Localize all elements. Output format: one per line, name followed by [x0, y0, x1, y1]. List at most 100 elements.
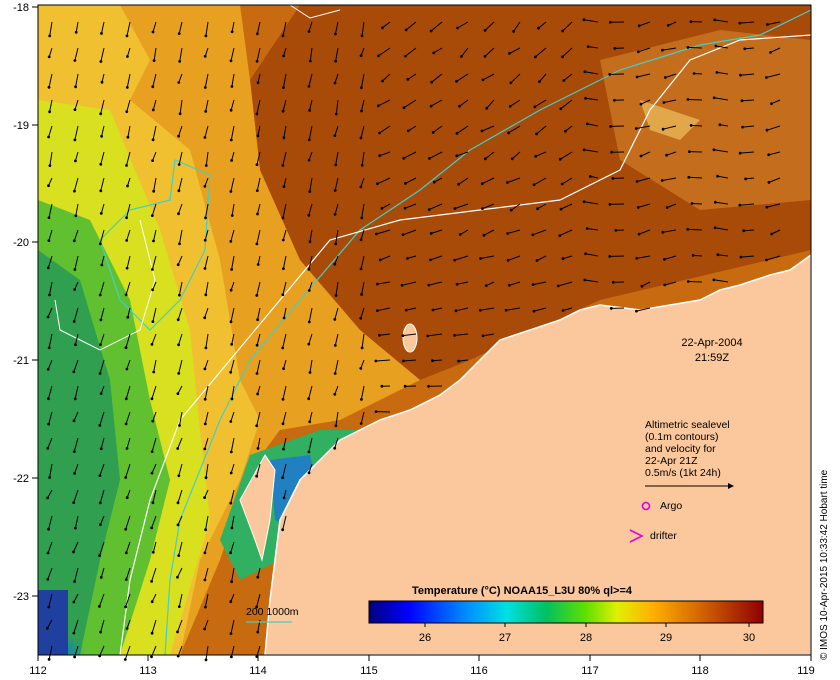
- velocity-vector-head: [47, 216, 51, 220]
- velocity-vector-head: [660, 179, 664, 182]
- velocity-vector-head: [151, 320, 155, 323]
- velocity-vector-head: [564, 129, 567, 133]
- velocity-vector: [767, 21, 781, 25]
- velocity-vector: [48, 593, 53, 608]
- velocity-vector: [178, 359, 183, 374]
- velocity-vector: [47, 385, 53, 399]
- velocity-vector: [151, 463, 157, 474]
- velocity-vector-head: [100, 263, 104, 267]
- velocity-vector-head: [282, 185, 286, 189]
- velocity-vector: [204, 359, 209, 370]
- velocity-vector: [377, 177, 391, 185]
- velocity-vector-head: [662, 101, 666, 104]
- velocity-vector: [74, 151, 79, 162]
- velocity-vector: [508, 125, 521, 134]
- velocity-vector: [771, 99, 781, 105]
- velocity-vector-head: [686, 228, 690, 231]
- velocity-vector: [335, 411, 339, 426]
- velocity-vector: [361, 203, 365, 218]
- velocity-vector: [405, 47, 417, 57]
- velocity-vector-head: [100, 32, 103, 35]
- velocity-vector-head: [204, 476, 208, 480]
- velocity-vector: [509, 281, 521, 286]
- velocity-vector: [309, 411, 313, 422]
- velocity-vector-head: [151, 501, 155, 505]
- velocity-vector: [151, 515, 157, 529]
- velocity-vector: [585, 97, 599, 101]
- x-axis: 112 113 114 115 116 117 118 119: [29, 655, 815, 677]
- velocity-vector: [513, 21, 521, 32]
- velocity-vector-head: [479, 257, 482, 260]
- velocity-vector-head: [429, 232, 433, 235]
- velocity-vector: [482, 73, 495, 81]
- velocity-vector-head: [46, 367, 50, 371]
- velocity-vector-head: [686, 280, 690, 283]
- velocity-vector: [766, 203, 781, 208]
- velocity-vector: [231, 255, 235, 270]
- velocity-vector-head: [333, 318, 337, 321]
- velocity-vector-head: [533, 105, 537, 109]
- velocity-vector: [687, 99, 703, 101]
- velocity-vector-head: [360, 216, 364, 220]
- velocity-vector-head: [713, 226, 717, 230]
- velocity-vector: [282, 21, 287, 36]
- velocity-vector-head: [73, 655, 76, 659]
- velocity-vector-head: [98, 605, 101, 608]
- velocity-vector-head: [431, 131, 435, 134]
- velocity-vector: [153, 47, 157, 61]
- velocity-vector: [405, 177, 417, 184]
- velocity-vector-head: [765, 205, 769, 209]
- velocity-vector: [49, 463, 53, 478]
- velocity-vector: [638, 229, 651, 235]
- velocity-vector-head: [715, 71, 719, 74]
- velocity-vector-head: [99, 189, 103, 193]
- velocity-vector: [361, 151, 365, 166]
- velocity-vector-head: [204, 528, 208, 532]
- velocity-vector: [379, 333, 391, 336]
- velocity-vector: [430, 99, 443, 107]
- velocity-vector-head: [126, 315, 130, 319]
- velocity-vector-head: [203, 422, 207, 426]
- velocity-vector-head: [635, 257, 639, 260]
- velocity-vector-head: [583, 278, 587, 282]
- velocity-vector-head: [378, 333, 381, 337]
- velocity-vector-head: [506, 258, 510, 262]
- velocity-vector: [536, 255, 547, 261]
- velocity-vector-head: [640, 284, 644, 288]
- velocity-vector-head: [457, 182, 460, 186]
- velocity-vector-head: [687, 175, 691, 179]
- velocity-vector-head: [613, 98, 616, 102]
- velocity-vector: [152, 73, 157, 87]
- velocity-vector-head: [480, 182, 484, 186]
- velocity-vector-head: [48, 293, 51, 297]
- x-tick-label: 116: [470, 665, 488, 677]
- legend-line: and velocity for: [645, 443, 716, 455]
- velocity-vector-head: [150, 397, 154, 401]
- velocity-vector: [456, 125, 469, 134]
- velocity-vector-head: [333, 134, 337, 138]
- velocity-vector: [740, 255, 755, 258]
- velocity-vector: [48, 47, 53, 57]
- velocity-vector: [205, 515, 209, 530]
- velocity-vector-head: [406, 257, 409, 260]
- velocity-vector-head: [177, 81, 181, 84]
- velocity-vector: [127, 307, 131, 318]
- velocity-vector-head: [255, 372, 259, 375]
- velocity-vector-head: [558, 234, 562, 238]
- velocity-vector: [178, 73, 183, 83]
- velocity-vector-head: [203, 551, 207, 555]
- velocity-vector: [378, 99, 391, 107]
- velocity-vector-head: [478, 308, 482, 312]
- velocity-vector: [230, 619, 235, 634]
- velocity-vector-head: [381, 79, 384, 83]
- velocity-vector: [636, 125, 651, 129]
- velocity-vector: [151, 437, 157, 452]
- velocity-vector: [361, 21, 365, 36]
- velocity-vector-head: [403, 206, 407, 210]
- legend-line: (0.1m contours): [645, 431, 719, 443]
- velocity-vector-head: [46, 315, 50, 319]
- velocity-vector: [177, 307, 183, 320]
- velocity-vector-head: [359, 238, 363, 242]
- velocity-vector-head: [73, 189, 76, 193]
- velocity-vector: [742, 125, 755, 128]
